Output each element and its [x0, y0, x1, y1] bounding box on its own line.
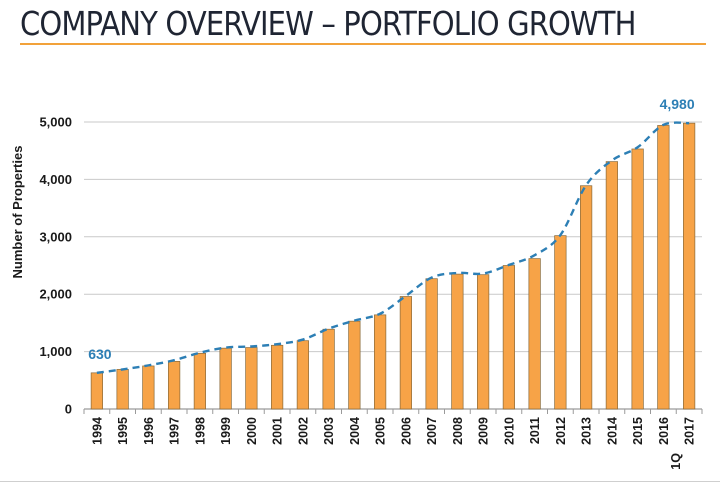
bar: [245, 347, 258, 410]
bar: [580, 185, 593, 410]
x-tick-label: 1Q: [669, 453, 683, 470]
x-tick-label: 2014: [605, 417, 619, 445]
title-underline: [20, 43, 706, 45]
y-tick-label: 2,000: [39, 287, 72, 302]
bar: [683, 122, 696, 410]
x-tick-label: 1995: [116, 417, 130, 445]
bar: [348, 320, 361, 410]
data-label: 4,980: [660, 96, 695, 112]
y-tick-label: 0: [65, 402, 72, 417]
x-tick-label: 2002: [296, 417, 310, 445]
bar: [374, 314, 387, 410]
page-title: COMPANY OVERVIEW – PORTFOLIO GROWTH: [20, 4, 637, 43]
x-tick-label: 1996: [142, 417, 156, 445]
bar: [605, 161, 618, 410]
bar: [631, 148, 644, 410]
bar: [142, 365, 155, 410]
y-axis-label: Number of Properties: [10, 146, 25, 279]
bar: [657, 125, 670, 410]
x-tick-label: 2001: [271, 417, 285, 445]
data-labels: 630 4,980: [88, 96, 695, 362]
trend-line-group: [96, 121, 690, 375]
y-tick-label: 1,000: [39, 344, 72, 359]
x-tick-label: 2013: [580, 417, 594, 445]
x-tick-label: 2000: [245, 417, 259, 445]
y-tick-label: 3,000: [39, 229, 72, 244]
x-tick-label: 1999: [219, 417, 233, 445]
bar: [425, 278, 438, 410]
bar: [502, 265, 515, 410]
x-axis-ticks: 1994 1995 1996 1997 1998 1999 2000 2001 2002 2003…: [83, 409, 703, 470]
x-tick-label: 2005: [374, 417, 388, 445]
y-axis-ticks: 0 1,000 2,000 3,000 4,000 5,000: [39, 115, 72, 417]
bar: [451, 273, 464, 410]
x-tick-label: 2016: [657, 417, 671, 445]
bar: [477, 274, 490, 410]
x-tick-label: 2010: [502, 417, 516, 445]
x-tick-label-line: 2017: [683, 417, 697, 445]
x-tick-label: 2004: [348, 417, 362, 445]
bar: [296, 340, 309, 410]
data-label: 630: [88, 346, 112, 362]
x-tick-label: 2009: [477, 417, 491, 445]
x-tick-label: 2017: [683, 417, 697, 445]
bar: [219, 347, 232, 410]
bar: [322, 328, 335, 410]
x-tick-label: 2015: [631, 417, 645, 445]
bar: [193, 352, 206, 410]
bar: [528, 258, 541, 410]
bar: [90, 372, 103, 410]
x-tick-label: 1997: [168, 417, 182, 445]
x-tick-label: 2007: [425, 417, 439, 445]
x-tick-label: 2008: [451, 417, 465, 445]
bar: [399, 296, 412, 410]
x-tick-label: 1998: [193, 417, 207, 445]
y-tick-label: 5,000: [39, 115, 72, 130]
bar: [271, 344, 284, 410]
x-tick-label: 2006: [399, 417, 413, 445]
trend-line: [96, 121, 690, 375]
bars: [90, 122, 696, 410]
bar: [116, 369, 129, 410]
bottom-divider: [0, 481, 720, 482]
x-tick-label: 2011: [528, 417, 542, 444]
bar: [554, 235, 567, 410]
x-tick-label: 2003: [322, 417, 336, 445]
x-tick-label: 1994: [90, 417, 104, 445]
x-tick-label: 2012: [554, 417, 568, 445]
y-tick-label: 4,000: [39, 172, 72, 187]
bar: [168, 361, 181, 410]
